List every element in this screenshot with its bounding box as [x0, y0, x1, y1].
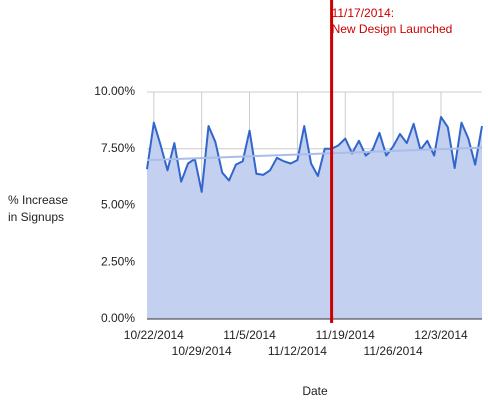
y-tick-label: 5.00%: [101, 198, 135, 212]
annotation-text: 11/17/2014:: [332, 6, 395, 20]
x-tick-label: 11/26/2014: [364, 344, 423, 358]
y-axis-label: in Signups: [8, 210, 64, 224]
x-tick-label: 12/3/2014: [414, 328, 468, 342]
area: [147, 116, 482, 319]
y-tick-label: 7.50%: [101, 141, 135, 155]
y-tick-label: 10.00%: [94, 84, 135, 98]
x-axis-label: Date: [302, 384, 328, 398]
annotation-text: New Design Launched: [332, 22, 453, 36]
x-tick-label: 11/12/2014: [268, 344, 327, 358]
line: [146, 115, 483, 193]
x-tick-label: 10/22/2014: [124, 328, 184, 342]
trend-line: [146, 146, 483, 162]
x-tick-label: 11/5/2014: [223, 328, 276, 342]
x-tick-label: 10/29/2014: [172, 344, 232, 358]
x-tick-label: 11/19/2014: [316, 328, 375, 342]
y-tick-label: 2.50%: [101, 254, 135, 268]
y-axis-label: % Increase: [8, 193, 68, 207]
y-tick-label: 0.00%: [101, 311, 135, 325]
